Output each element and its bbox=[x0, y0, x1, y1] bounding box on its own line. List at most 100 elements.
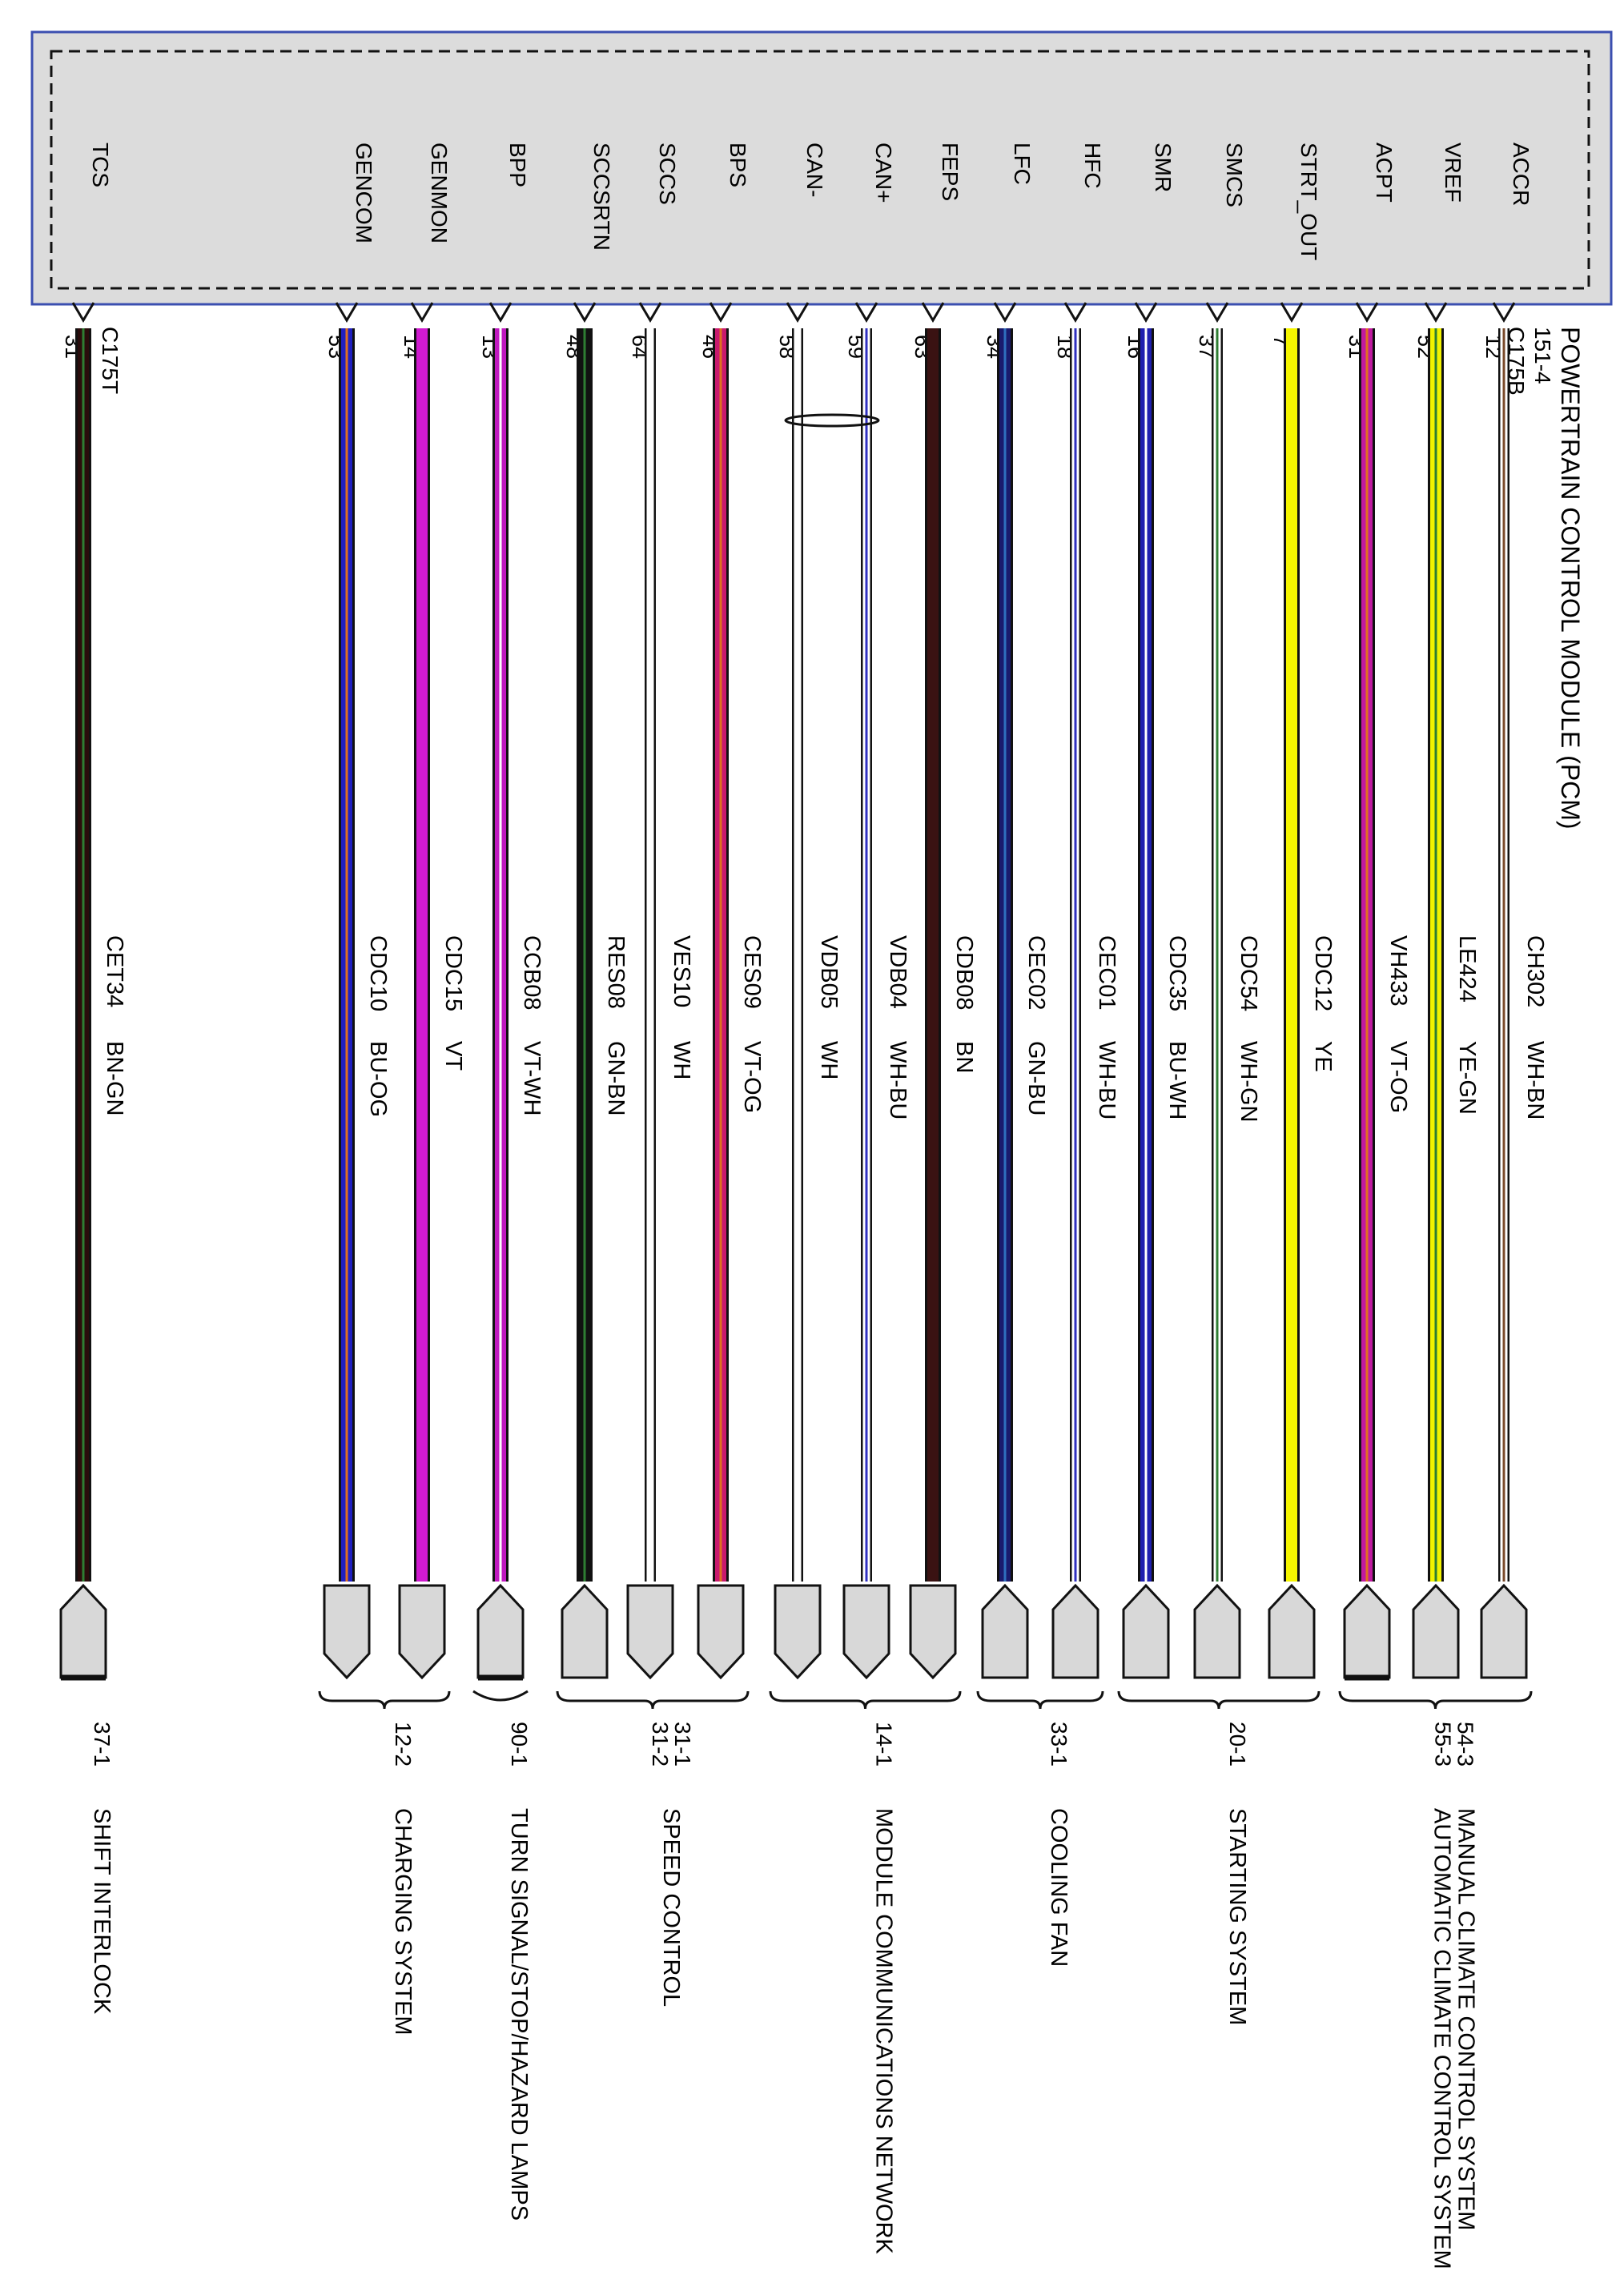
group-ref: 33-1 bbox=[1047, 1722, 1071, 1766]
system-name: AUTOMATIC CLIMATE CONTROL SYSTEM bbox=[1429, 1808, 1455, 2269]
pin-label: ACPT bbox=[1372, 143, 1397, 203]
pin-arrow-icon bbox=[786, 302, 810, 323]
group-ref: 90-1 bbox=[507, 1722, 532, 1766]
wire-color-code: VT-OG bbox=[739, 1041, 765, 1113]
circuit-id: CDC12 bbox=[1310, 935, 1336, 1011]
group-ref: 31-1 bbox=[670, 1722, 695, 1766]
connector-icon bbox=[981, 1583, 1029, 1679]
circuit-id: CDC54 bbox=[1236, 935, 1261, 1011]
circuit-id: CDC10 bbox=[365, 935, 391, 1011]
wire-color-code: YE-GN bbox=[1454, 1041, 1480, 1115]
circuit-id: CEC01 bbox=[1094, 935, 1120, 1011]
wire-color-code: BN-GN bbox=[102, 1041, 127, 1115]
module-name: POWERTRAIN CONTROL MODULE (PCM) bbox=[1556, 327, 1585, 830]
pin-arrow-icon bbox=[410, 302, 434, 323]
pcm-module-title: POWERTRAIN CONTROL MODULE (PCM)151-4 C175… bbox=[98, 327, 1585, 830]
twist-loop bbox=[784, 413, 880, 428]
module-ref: 151-4 bbox=[1530, 327, 1555, 384]
system-name: STARTING SYSTEM bbox=[1224, 1808, 1250, 2025]
system-reference-group: 54-355-3 MANUAL CLIMATE CONTROL SYSTEMAUT… bbox=[89, 1690, 1533, 2269]
group-ref: 54-3 bbox=[1453, 1722, 1478, 1766]
system-group: 33-1 COOLING FAN bbox=[976, 1690, 1104, 1967]
pin-arrow-icon bbox=[993, 302, 1017, 323]
pin-arrow-icon bbox=[1205, 302, 1229, 323]
circuit-id: CDC15 bbox=[440, 935, 466, 1011]
connector-icon bbox=[1480, 1583, 1528, 1679]
group-ref: 20-1 bbox=[1225, 1722, 1250, 1766]
pin-label: CAN+ bbox=[871, 143, 896, 203]
wire-color-code: WH-BN bbox=[1522, 1041, 1548, 1119]
pin-label: STRT_OUT bbox=[1296, 143, 1321, 260]
group-brace bbox=[1338, 1690, 1533, 1710]
system-name: MODULE COMMUNICATIONS NETWORK bbox=[871, 1808, 897, 2255]
system-group: 90-1 TURN SIGNAL/STOP/HAZARD LAMPS bbox=[472, 1690, 532, 2221]
pin-label: FEPS bbox=[938, 143, 963, 201]
wire-color-code: BN bbox=[951, 1041, 977, 1073]
circuit-id: CDB08 bbox=[951, 935, 977, 1011]
circuit-id: CES09 bbox=[739, 935, 765, 1009]
group-brace bbox=[1117, 1690, 1321, 1710]
circuit-id: VES10 bbox=[669, 935, 694, 1007]
pin-arrow-icon bbox=[709, 302, 733, 323]
can-twisted-pair-marker bbox=[784, 413, 880, 428]
circuit-id: VH433 bbox=[1385, 935, 1411, 1007]
pin-label: LFC bbox=[1010, 143, 1035, 185]
pin-arrow-icon bbox=[1063, 302, 1087, 323]
connector-icon bbox=[842, 1584, 890, 1680]
group-brace bbox=[556, 1690, 750, 1710]
circuit-id: CDC35 bbox=[1164, 935, 1190, 1011]
pin-arrow-icon bbox=[1134, 302, 1158, 323]
pin-arrow-icon bbox=[573, 302, 597, 323]
wire-color-code: WH-BU bbox=[1094, 1041, 1120, 1119]
connector-icon bbox=[697, 1584, 745, 1680]
circuit-id: CH302 bbox=[1522, 935, 1548, 1007]
pin-arrow-icon bbox=[854, 302, 878, 323]
wire-color-code: BU-WH bbox=[1164, 1041, 1190, 1119]
pin-label: SCCSRTN bbox=[589, 143, 614, 251]
connector-icon bbox=[774, 1584, 822, 1680]
wire-color-code: VT-WH bbox=[519, 1041, 545, 1115]
wire-color-code: WH-GN bbox=[1236, 1041, 1261, 1122]
connector-icon bbox=[1122, 1583, 1170, 1679]
pin-arrow-icon bbox=[921, 302, 945, 323]
connector-icon bbox=[323, 1584, 371, 1680]
circuit-id: RES08 bbox=[603, 935, 629, 1009]
connector-group bbox=[59, 1583, 1528, 1681]
wire-color-code: BU-OG bbox=[365, 1041, 391, 1117]
circuit-id: VDB05 bbox=[816, 935, 842, 1009]
system-name: CHARGING SYSTEM bbox=[390, 1808, 416, 2036]
circuit-id: CEC02 bbox=[1023, 935, 1049, 1011]
wire-harness: ACCR12CH302WH-BNVREF52LE424YE-GNACPT31VH… bbox=[61, 143, 1548, 1582]
pin-arrow-icon bbox=[1280, 302, 1304, 323]
pcm-module-box bbox=[30, 30, 1613, 306]
wire-color-code: GN-BU bbox=[1023, 1041, 1049, 1115]
connector-icon bbox=[1343, 1583, 1391, 1679]
pin-arrow-icon bbox=[1424, 302, 1448, 323]
pin-arrow-icon bbox=[638, 302, 662, 323]
pin-label: CAN- bbox=[802, 143, 827, 197]
wire-color-code: GN-BN bbox=[603, 1041, 629, 1115]
module-inner-outline bbox=[50, 50, 1590, 290]
group-brace bbox=[976, 1690, 1104, 1710]
circuit-id: VDB04 bbox=[885, 935, 910, 1009]
system-name: TURN SIGNAL/STOP/HAZARD LAMPS bbox=[506, 1808, 532, 2221]
wire-color-code: WH bbox=[669, 1041, 694, 1079]
pin-label: SMR bbox=[1151, 143, 1176, 192]
circuit-id: CET34 bbox=[102, 935, 127, 1007]
pin-arrow-icon bbox=[1492, 302, 1516, 323]
pin-arrow-icon bbox=[335, 302, 359, 323]
connector-icon bbox=[1051, 1583, 1099, 1679]
connector-icon bbox=[626, 1584, 674, 1680]
group-brace bbox=[769, 1690, 962, 1710]
